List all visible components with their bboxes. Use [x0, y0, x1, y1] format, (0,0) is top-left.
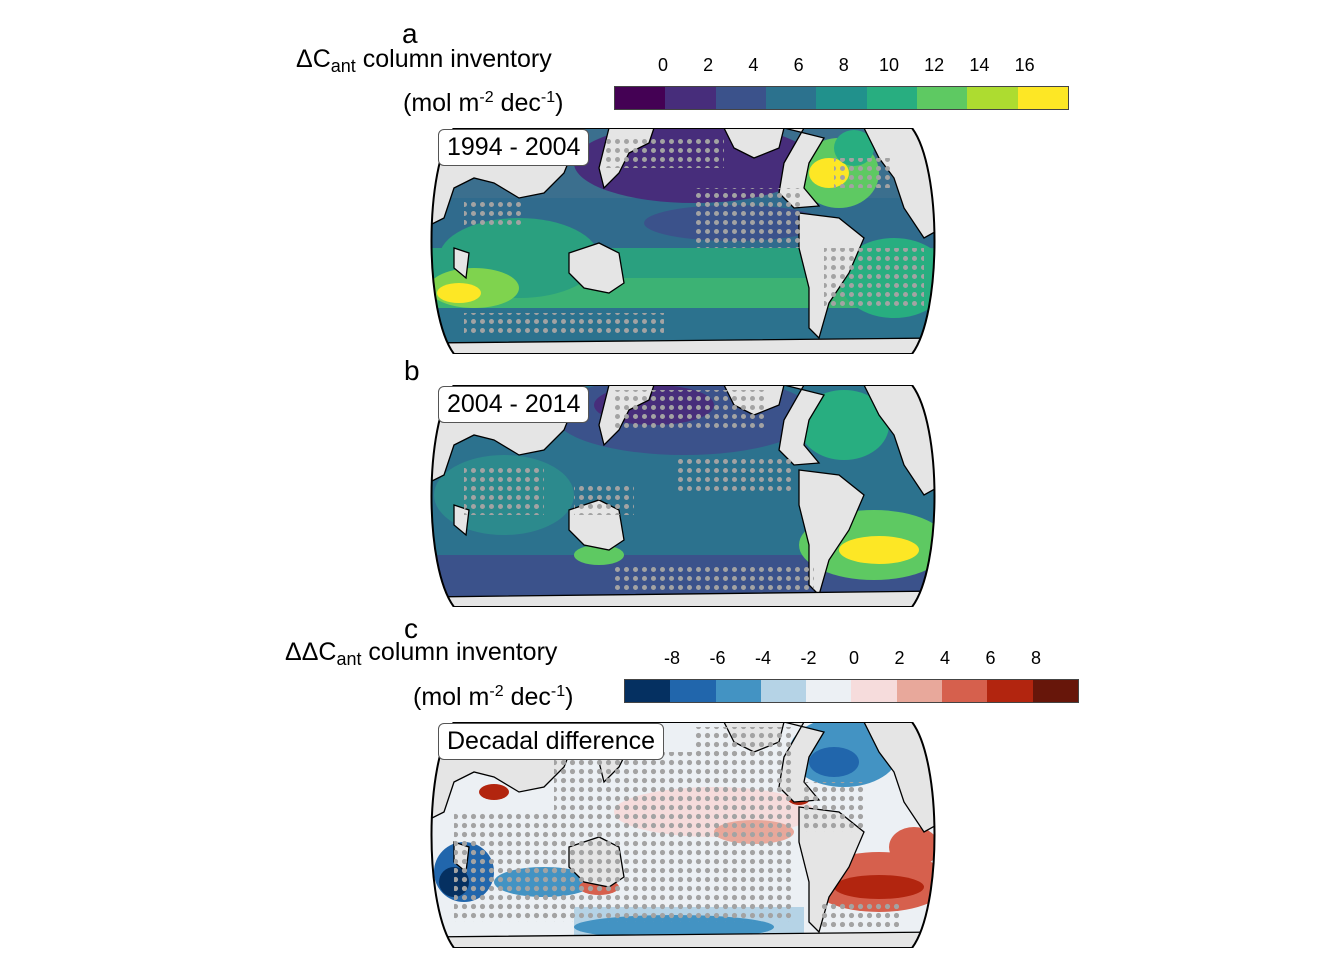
panel-c-colorbar — [624, 679, 1079, 703]
panel-a-colorbar-swatch — [765, 87, 817, 109]
panel-a-colorbar-tick: 12 — [924, 55, 945, 75]
panel-a-colorbar-tick: 2 — [703, 55, 714, 75]
panel-c-colorbar-tick: -4 — [754, 648, 772, 668]
panel-a-colorbar-tick: 8 — [838, 55, 849, 75]
panel-a-colorbar-swatch — [916, 87, 968, 109]
panel-c-colorbar-tick: 2 — [894, 648, 905, 668]
panel-a-colorbar-tick: 0 — [657, 55, 669, 75]
panel-a-colorbar-swatch — [615, 87, 666, 109]
panel-c-colorbar-swatch — [806, 680, 852, 702]
panel-c-period-label: Decadal difference — [438, 723, 665, 760]
panel-c-map: Decadal difference — [424, 722, 942, 948]
panel-a-colorbar-tick: 10 — [878, 55, 900, 75]
panel-c-colorbar-tick: -6 — [709, 648, 726, 668]
panel-c-colorbar-tick: 4 — [939, 648, 951, 668]
panel-a-period-label: 1994 - 2004 — [438, 129, 590, 166]
panel-a-colorbar-tick: 14 — [969, 55, 990, 75]
panel-a-colorbar — [614, 86, 1069, 110]
panel-b-letter: b — [404, 355, 420, 386]
panel-b-period-label: 2004 - 2014 — [438, 386, 590, 423]
panel-c-colorbar-swatch — [942, 680, 988, 702]
panel-a-colorbar-swatch — [715, 87, 766, 109]
panel-b-map: 2004 - 2014 — [424, 385, 942, 607]
panel-c-colorbar-swatch — [625, 680, 671, 702]
panel-a-colorbar-swatch — [866, 87, 917, 109]
panel-c-colorbar-tick: 0 — [848, 648, 860, 668]
panel-a-colorbar-swatch — [665, 87, 716, 109]
panel-a-colorbar-unit: (mol m-2 dec-1) — [403, 89, 564, 117]
panel-a-colorbar-tick: 4 — [748, 55, 759, 75]
panel-c-colorbar-swatch — [670, 680, 716, 702]
panel-c-colorbar-tick: -2 — [800, 648, 817, 668]
panel-a-colorbar-title: ΔCant column inventory — [296, 45, 552, 76]
panel-c-colorbar-swatch — [987, 680, 1033, 702]
panel-b-map-svg — [430, 385, 936, 607]
panel-c-colorbar-swatch — [715, 680, 761, 702]
panel-c-colorbar-title: ΔΔCant column inventory — [285, 638, 558, 669]
panel-c-colorbar-swatch — [896, 680, 943, 702]
panel-c-colorbar-tick: 6 — [985, 648, 996, 668]
panel-c-colorbar-swatch — [760, 680, 807, 702]
panel-c-colorbar-tick: 8 — [1030, 648, 1042, 668]
panel-a-colorbar-tick: 16 — [1014, 55, 1035, 75]
panel-a-colorbar-swatch — [967, 87, 1018, 109]
panel-a-letter: a — [402, 18, 418, 49]
panel-a-colorbar-swatch — [816, 87, 867, 109]
panel-c-letter: c — [404, 613, 418, 644]
panel-c-colorbar-unit: (mol m-2 dec-1) — [413, 683, 574, 711]
panel-a-colorbar-tick: 6 — [793, 55, 804, 75]
panel-c-colorbar-tick: -8 — [663, 648, 681, 668]
panel-c-colorbar-swatch — [851, 680, 897, 702]
panel-a-map: 1994 - 2004 — [424, 128, 942, 354]
panel-c-colorbar-swatch — [1032, 680, 1078, 702]
panel-a-colorbar-swatch — [1017, 87, 1068, 109]
